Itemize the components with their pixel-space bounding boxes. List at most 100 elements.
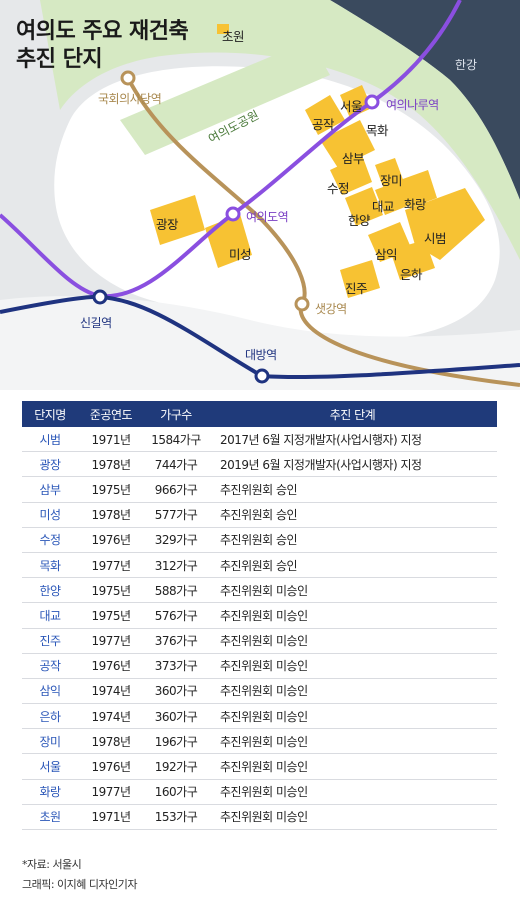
col-header-name: 단지명 [22, 401, 78, 427]
complex-label: 광장 [156, 217, 179, 232]
complex-name-cell: 수정 [22, 527, 78, 553]
station-daebang: 대방역 [245, 348, 277, 362]
households-cell: 360가구 [144, 703, 208, 730]
households-cell: 160가구 [144, 779, 208, 805]
table-row: 한양 1975년 588가구 추진위원회 미승인 [22, 577, 497, 604]
complex-label: 공작 [312, 117, 335, 132]
map: 여의도 주요 재건축 추진 단지 한강 여의도공원 국회의사당역 여의나루역 여… [0, 0, 520, 390]
complex-label: 은하 [400, 267, 423, 282]
stage-cell: 추진위원회 미승인 [208, 779, 497, 805]
complex-label: 장미 [380, 173, 403, 188]
households-cell: 744가구 [144, 451, 208, 478]
complex-name-cell: 삼익 [22, 678, 78, 705]
stage-cell: 추진위원회 미승인 [208, 804, 497, 831]
table-row: 초원 1971년 153가구 추진위원회 미승인 [22, 804, 497, 831]
stage-cell: 추진위원회 승인 [208, 552, 497, 579]
complex-label: 대교 [372, 199, 395, 214]
year-cell: 1978년 [78, 451, 144, 478]
complex-name-cell: 화랑 [22, 779, 78, 805]
stage-cell: 추진위원회 미승인 [208, 628, 497, 654]
complex-label: 진주 [345, 281, 368, 296]
table-row: 수정 1976년 329가구 추진위원회 승인 [22, 527, 497, 553]
stage-cell: 2017년 6월 지정개발자(사업시행자) 지정 [208, 427, 497, 453]
complex-label: 삼익 [375, 247, 398, 262]
complex-name-cell: 장미 [22, 728, 78, 755]
stage-cell: 추진위원회 승인 [208, 527, 497, 553]
complex-name-cell: 서울 [22, 753, 78, 780]
table-row: 광장 1978년 744가구 2019년 6월 지정개발자(사업시행자) 지정 [22, 451, 497, 478]
year-cell: 1977년 [78, 628, 144, 654]
households-cell: 192가구 [144, 753, 208, 780]
river-label: 한강 [455, 58, 478, 72]
year-cell: 1975년 [78, 577, 144, 604]
table-row: 진주 1977년 376가구 추진위원회 미승인 [22, 628, 497, 654]
table-body: 시범 1971년 1584가구 2017년 6월 지정개발자(사업시행자) 지정 광장 1… [22, 427, 497, 831]
complex-label: 초원 [222, 29, 245, 44]
households-cell: 196가구 [144, 728, 208, 755]
table-row: 목화 1977년 312가구 추진위원회 승인 [22, 552, 497, 579]
year-cell: 1974년 [78, 678, 144, 705]
stage-cell: 2019년 6월 지정개발자(사업시행자) 지정 [208, 451, 497, 478]
col-header-households: 가구수 [144, 401, 208, 427]
complex-label: 목화 [366, 123, 389, 138]
complex-label: 화랑 [404, 197, 427, 212]
complex-label: 서울 [340, 99, 363, 114]
year-cell: 1975년 [78, 476, 144, 503]
households-cell: 153가구 [144, 804, 208, 831]
complex-name-cell: 시범 [22, 427, 78, 453]
station-yeouido: 여의도역 [246, 210, 289, 224]
stage-cell: 추진위원회 미승인 [208, 728, 497, 755]
year-cell: 1971년 [78, 804, 144, 831]
households-cell: 312가구 [144, 552, 208, 579]
year-cell: 1977년 [78, 779, 144, 805]
complex-label: 미성 [229, 247, 252, 262]
complex-name-cell: 미성 [22, 502, 78, 528]
year-cell: 1976년 [78, 653, 144, 679]
table-row: 대교 1975년 576가구 추진위원회 미승인 [22, 602, 497, 629]
table-row: 삼부 1975년 966가구 추진위원회 승인 [22, 476, 497, 503]
col-header-stage: 추진 단계 [208, 401, 497, 427]
stage-cell: 추진위원회 승인 [208, 502, 497, 528]
complex-name-cell: 광장 [22, 451, 78, 478]
table-header-row: 단지명 준공연도 가구수 추진 단계 [22, 401, 497, 427]
households-cell: 966가구 [144, 476, 208, 503]
year-cell: 1975년 [78, 602, 144, 629]
map-title: 여의도 주요 재건축 추진 단지 [16, 19, 189, 72]
complex-name-cell: 공작 [22, 653, 78, 679]
year-cell: 1976년 [78, 527, 144, 553]
year-cell: 1971년 [78, 427, 144, 453]
table-row: 공작 1976년 373가구 추진위원회 미승인 [22, 653, 497, 679]
station-yeouinaru: 여의나루역 [386, 98, 439, 112]
col-header-year: 준공연도 [78, 401, 144, 427]
stage-cell: 추진위원회 미승인 [208, 678, 497, 705]
complex-label: 시범 [424, 231, 447, 246]
year-cell: 1978년 [78, 728, 144, 755]
stage-cell: 추진위원회 미승인 [208, 753, 497, 780]
table-row: 미성 1978년 577가구 추진위원회 승인 [22, 502, 497, 528]
year-cell: 1976년 [78, 753, 144, 780]
households-cell: 376가구 [144, 628, 208, 654]
source-note: *자료: 서울시 [22, 858, 82, 871]
households-cell: 360가구 [144, 678, 208, 705]
stage-cell: 추진위원회 미승인 [208, 602, 497, 629]
complex-name-cell: 은하 [22, 703, 78, 730]
station-national-assembly: 국회의사당역 [98, 92, 162, 106]
complex-name-cell: 초원 [22, 804, 78, 831]
complex-name-cell: 대교 [22, 602, 78, 629]
reconstruction-table: 단지명 준공연도 가구수 추진 단계 시범 1971년 1584가구 2017년 6월… [22, 401, 497, 831]
credit-note: 그래픽: 이지혜 디자인기자 [22, 878, 138, 891]
complex-name-cell: 삼부 [22, 476, 78, 503]
households-cell: 329가구 [144, 527, 208, 553]
households-cell: 1584가구 [144, 427, 208, 453]
complex-label: 삼부 [342, 151, 365, 166]
station-saetgang: 샛강역 [315, 302, 347, 316]
households-cell: 576가구 [144, 602, 208, 629]
map-graphic [0, 0, 520, 390]
stage-cell: 추진위원회 미승인 [208, 653, 497, 679]
complex-name-cell: 목화 [22, 552, 78, 579]
complex-label: 수정 [327, 181, 350, 196]
table-row: 장미 1978년 196가구 추진위원회 미승인 [22, 728, 497, 755]
year-cell: 1977년 [78, 552, 144, 579]
households-cell: 577가구 [144, 502, 208, 528]
complex-name-cell: 진주 [22, 628, 78, 654]
